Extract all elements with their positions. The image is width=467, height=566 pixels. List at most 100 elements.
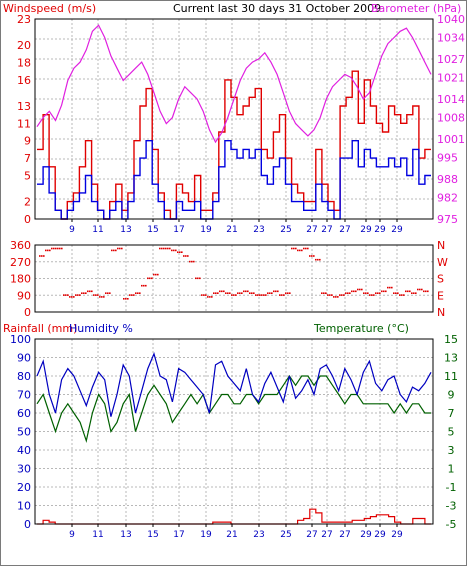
direction-point-62-1: [413, 292, 415, 294]
direction-point-36-1: [257, 294, 259, 296]
direction-point-17-1: [143, 284, 145, 287]
humidity-xtick-label-8: 25: [280, 530, 291, 540]
direction-point-49-1: [335, 296, 337, 298]
direction-point-54-1: [365, 292, 367, 294]
humidity-xtick-label-9: 27: [306, 530, 317, 540]
direction-point-2-2: [55, 247, 57, 250]
direction-point-16-2: [139, 292, 141, 294]
direction-point-22-0: [171, 249, 173, 252]
direction-point-28-0: [207, 296, 209, 298]
direction-point-37-0: [261, 294, 263, 296]
direction-point-57-0: [381, 290, 383, 293]
windspeed-tick-4: 9: [24, 135, 31, 148]
direction-point-8-2: [91, 290, 93, 293]
humidity-xtick-label-0: 9: [69, 530, 75, 540]
direction-point-32-0: [231, 294, 233, 296]
humidity-tick-2: 20: [17, 481, 31, 494]
direction-point-10-1: [101, 296, 103, 298]
direction-point-44-2: [307, 247, 309, 250]
direction-point-27-1: [203, 294, 205, 296]
compass-label-3: E: [437, 289, 444, 302]
compass-label-4: N: [437, 306, 445, 319]
direction-point-40-1: [281, 294, 283, 296]
direction-point-55-2: [373, 294, 375, 296]
direction-tick-4: 360: [10, 239, 31, 252]
direction-point-25-1: [191, 260, 193, 263]
direction-point-29-2: [217, 292, 219, 294]
direction-point-44-1: [305, 247, 307, 250]
direction-point-26-2: [199, 277, 201, 280]
humidity-xtick-label-11: 27: [339, 530, 350, 540]
wind-xtick-label-7: 23: [253, 225, 264, 235]
direction-point-11-2: [109, 292, 111, 294]
compass-label-1: W: [437, 256, 448, 269]
direction-point-39-1: [275, 290, 277, 293]
direction-point-15-0: [129, 294, 131, 296]
direction-point-30-2: [223, 290, 225, 293]
temperature-tick-3: 1: [448, 463, 455, 476]
direction-point-33-1: [239, 292, 241, 294]
direction-point-37-1: [263, 294, 265, 296]
direction-point-0-2: [43, 255, 45, 257]
humidity-tick-9: 90: [17, 352, 31, 365]
direction-point-16-0: [135, 292, 137, 294]
direction-point-39-2: [277, 290, 279, 293]
direction-point-20-1: [161, 247, 163, 250]
direction-point-48-1: [329, 294, 331, 296]
direction-point-52-1: [353, 290, 355, 293]
direction-point-5-2: [73, 296, 75, 298]
temperature-tick-1: -3: [446, 500, 457, 513]
direction-point-21-1: [167, 247, 169, 250]
direction-point-20-2: [163, 247, 165, 250]
direction-point-11-0: [105, 292, 107, 294]
direction-point-38-0: [267, 292, 269, 294]
direction-point-4-0: [63, 294, 65, 296]
humidity-xtick-label-6: 21: [226, 530, 237, 540]
direction-point-7-1: [83, 292, 85, 294]
humidity-xtick-label-2: 13: [120, 530, 131, 540]
direction-point-14-2: [127, 298, 129, 300]
compass-label-2: S: [437, 273, 444, 286]
direction-point-31-0: [225, 292, 227, 294]
direction-point-38-1: [269, 292, 271, 294]
direction-point-12-0: [111, 249, 113, 252]
barometer-tick-5: 1008: [437, 111, 465, 124]
windspeed-tick-0: 0: [24, 213, 31, 226]
direction-point-31-2: [229, 292, 231, 294]
windspeed-tick-6: 13: [17, 100, 31, 113]
direction-point-21-0: [165, 247, 167, 250]
direction-point-30-0: [219, 290, 221, 293]
direction-point-43-0: [297, 249, 299, 252]
direction-point-42-2: [295, 247, 297, 250]
direction-point-19-1: [155, 273, 157, 276]
direction-point-10-2: [103, 296, 105, 298]
direction-point-10-0: [99, 296, 101, 298]
direction-point-33-0: [237, 292, 239, 294]
direction-point-50-2: [343, 294, 345, 296]
direction-point-54-2: [367, 292, 369, 294]
direction-point-9-2: [97, 294, 99, 296]
direction-point-9-1: [95, 294, 97, 296]
direction-point-39-0: [273, 290, 275, 293]
direction-point-41-0: [285, 292, 287, 294]
direction-point-60-0: [399, 294, 401, 296]
wind-xtick-label-5: 19: [200, 225, 212, 235]
wind-xtick-label-9: 27: [306, 225, 317, 235]
temperature-series: [36, 374, 431, 444]
humidity-tick-10: 100: [10, 333, 31, 346]
direction-point-62-2: [415, 292, 417, 294]
direction-point-23-0: [177, 251, 179, 253]
barometer-axis-label: Barometer (hPa): [371, 2, 461, 15]
direction-point-40-0: [279, 294, 281, 296]
direction-point-18-1: [149, 277, 151, 280]
direction-point-12-2: [115, 249, 117, 252]
direction-point-38-2: [271, 292, 273, 294]
humidity-tick-1: 10: [17, 500, 31, 513]
direction-point-8-0: [87, 290, 89, 293]
humidity-xtick-label-10: 27: [321, 530, 332, 540]
direction-point-4-1: [65, 294, 67, 296]
direction-point-28-2: [211, 296, 213, 298]
direction-point-63-0: [417, 288, 419, 291]
direction-point-63-2: [421, 288, 423, 291]
